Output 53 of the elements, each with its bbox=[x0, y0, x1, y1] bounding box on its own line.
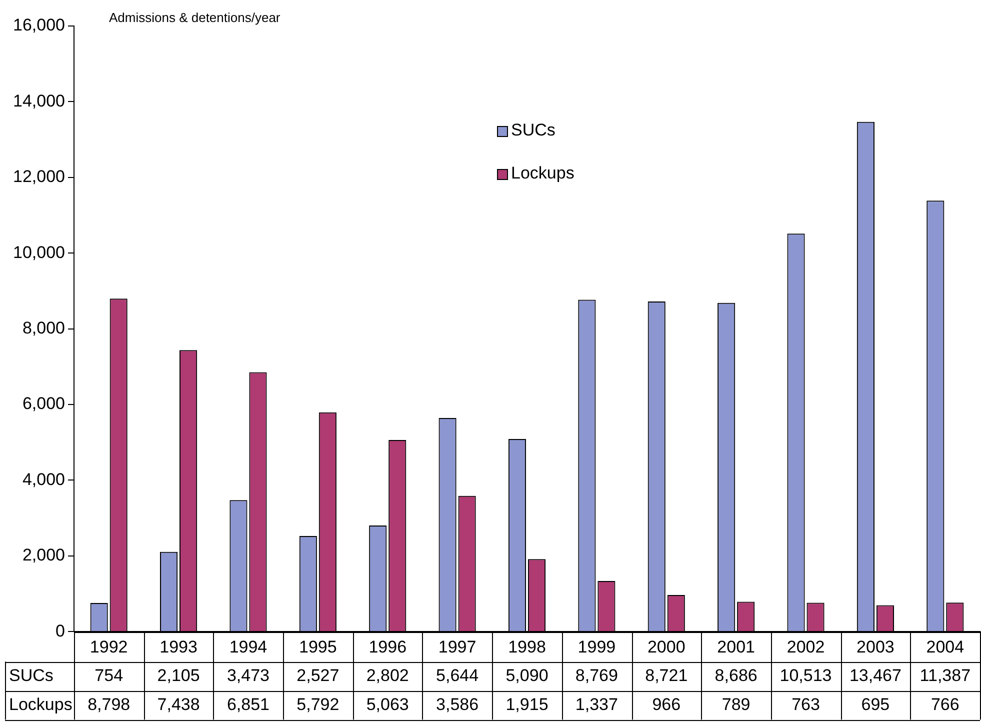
x-tick-label: 2004 bbox=[926, 637, 964, 656]
data-label: 789 bbox=[722, 694, 750, 714]
x-tick-label: 2001 bbox=[717, 637, 755, 656]
data-label: 5,063 bbox=[366, 694, 409, 714]
data-label: 763 bbox=[792, 694, 820, 714]
x-tick-label: 1993 bbox=[160, 637, 198, 656]
data-label: 1,915 bbox=[506, 694, 548, 714]
legend-label: Lockups bbox=[511, 164, 574, 183]
data-label: 3,586 bbox=[436, 694, 479, 714]
data-label: 5,644 bbox=[436, 666, 479, 685]
x-tick-label: 1997 bbox=[438, 637, 476, 656]
data-label: 2,527 bbox=[296, 666, 340, 685]
x-tick-label: 2000 bbox=[647, 637, 686, 656]
data-label: 6,851 bbox=[226, 694, 270, 714]
x-tick-label: 2003 bbox=[856, 637, 894, 656]
x-tick-label: 1999 bbox=[578, 637, 616, 656]
data-label: 11,387 bbox=[920, 666, 971, 685]
x-tick-label: 2002 bbox=[786, 637, 825, 656]
y-tick-label: 0 bbox=[56, 621, 65, 640]
legend-label: SUCs bbox=[511, 120, 556, 140]
x-tick-label: 1994 bbox=[229, 637, 268, 656]
text: Lockups bbox=[9, 694, 72, 714]
data-label: 695 bbox=[861, 694, 890, 714]
data-label: 8,721 bbox=[645, 666, 688, 685]
data-label: 766 bbox=[930, 694, 960, 714]
text: SUCs bbox=[9, 666, 54, 685]
data-label: 754 bbox=[94, 666, 124, 685]
y-tick-label: 4,000 bbox=[22, 470, 65, 489]
x-tick-label: 1992 bbox=[90, 637, 128, 656]
data-label: 8,686 bbox=[714, 666, 758, 685]
y-axis-title: Admissions & detentions/year bbox=[108, 10, 281, 26]
y-tick-label: 14,000 bbox=[12, 91, 65, 110]
data-label: 7,438 bbox=[157, 694, 200, 714]
data-label: 966 bbox=[652, 694, 681, 714]
y-tick-label: 6,000 bbox=[22, 394, 65, 414]
y-tick-label: 16,000 bbox=[12, 16, 65, 35]
data-label: 5,090 bbox=[506, 666, 548, 685]
data-label: 2,105 bbox=[157, 666, 200, 685]
x-tick-label: 1998 bbox=[508, 637, 546, 656]
y-tick-label: 10,000 bbox=[12, 242, 65, 262]
data-label: 3,473 bbox=[226, 666, 270, 685]
x-tick-label: 1995 bbox=[299, 637, 337, 656]
data-label: 8,769 bbox=[575, 666, 618, 685]
data-label: 1,337 bbox=[575, 694, 618, 714]
data-label: 10,513 bbox=[780, 666, 832, 685]
y-tick-label: 2,000 bbox=[22, 546, 65, 565]
data-label: 5,792 bbox=[296, 694, 340, 714]
y-tick-label: 12,000 bbox=[12, 167, 65, 186]
data-label: 8,798 bbox=[88, 694, 130, 714]
y-tick-label: 8,000 bbox=[22, 318, 65, 338]
data-label: 13,467 bbox=[849, 666, 902, 685]
x-tick-label: 1996 bbox=[368, 637, 407, 656]
data-label: 2,802 bbox=[366, 666, 409, 685]
